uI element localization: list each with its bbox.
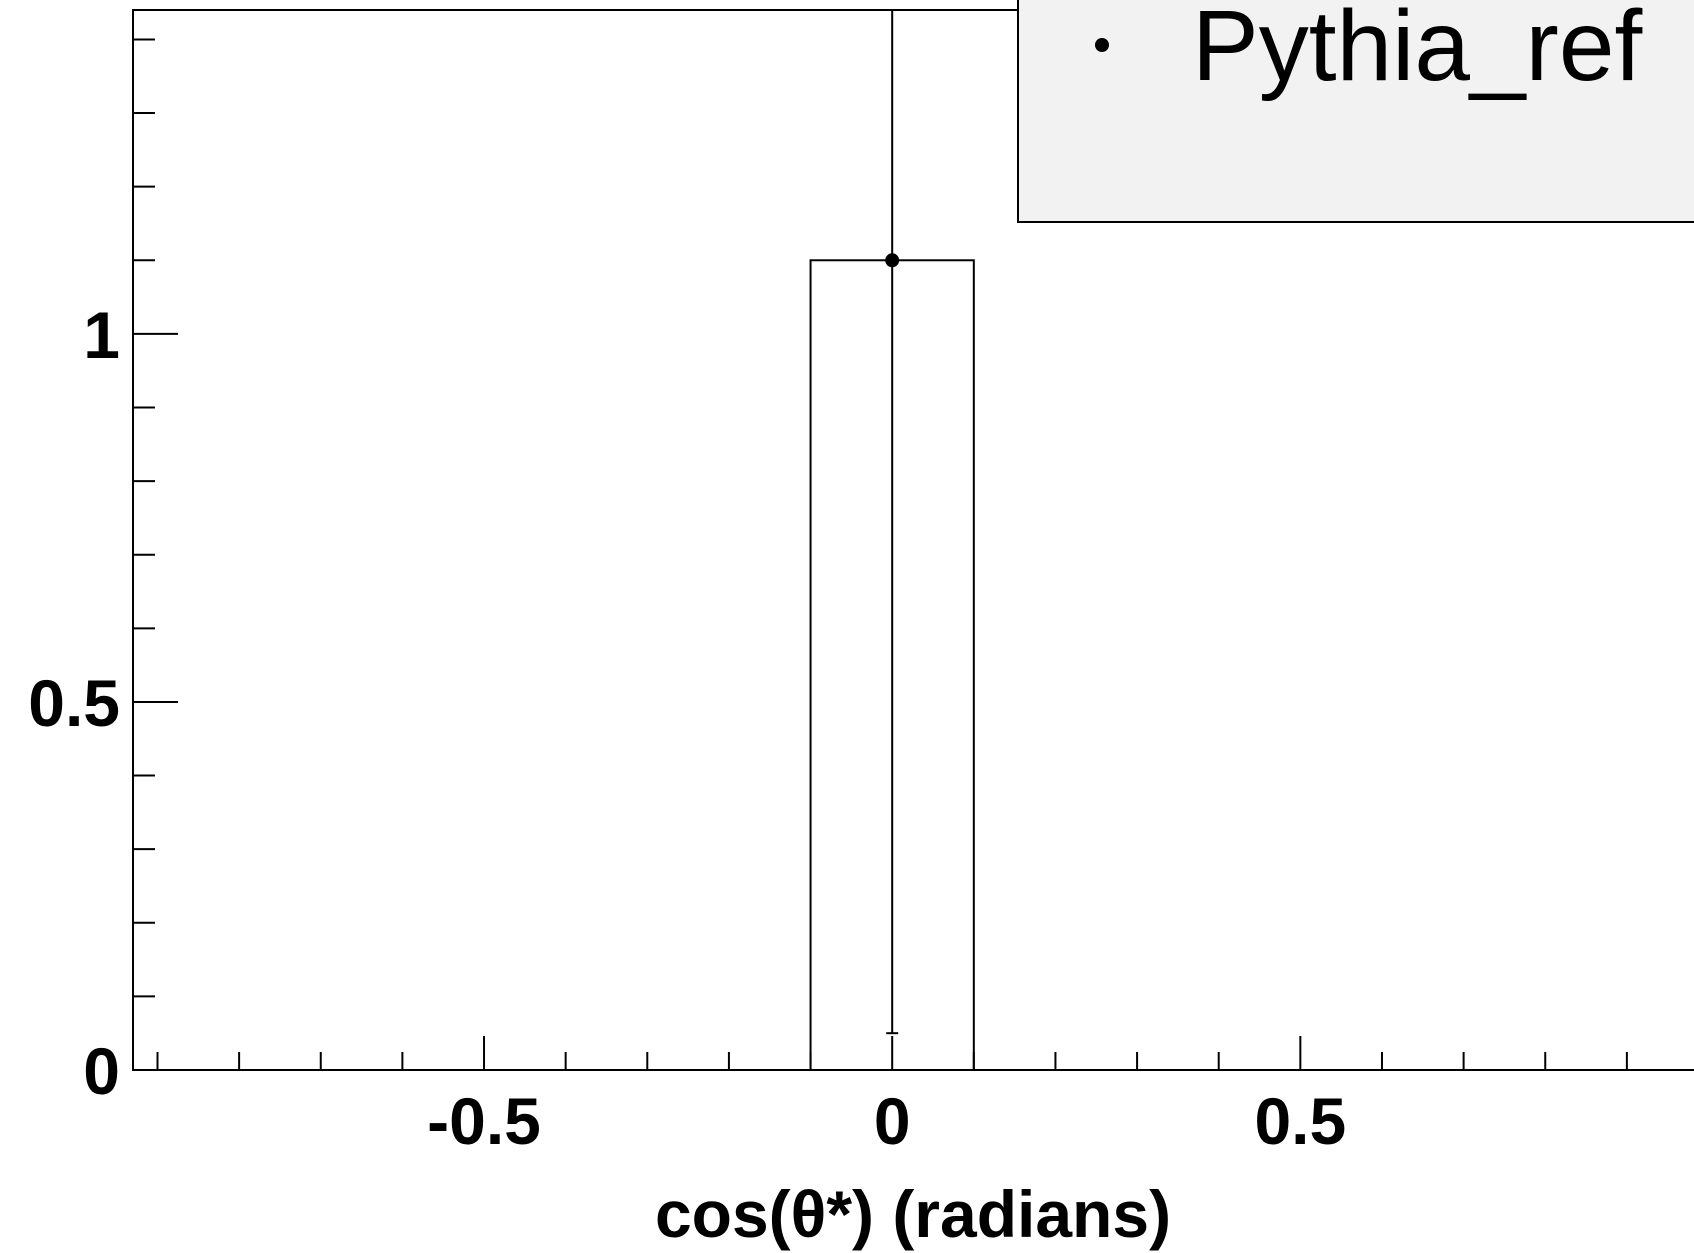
legend: Pythia_ref [1017,0,1694,223]
y-tick-label: 0 [83,1034,120,1108]
tick-labels: -0.5 0 0.5 1 0 0.5 1 [28,298,1694,1158]
error-bars [886,10,899,1035]
legend-entry-pythia-ref: Pythia_ref [1192,0,1642,102]
x-tick-label: -0.5 [427,1084,541,1158]
x-tick-label: 0 [874,1084,911,1158]
axis-ticks [133,38,1628,1071]
y-tick-label: 0.5 [28,666,120,740]
data-points [885,253,900,268]
legend-box [1017,0,1694,223]
x-axis-title: cos(θ*) (radians) [655,1177,1171,1251]
x-tick-label: 0.5 [1254,1084,1346,1158]
data-point [885,253,900,268]
x-tick-label: 1 [1690,1084,1694,1158]
legend-marker-icon [1095,38,1109,52]
y-tick-label: 1 [83,298,120,372]
